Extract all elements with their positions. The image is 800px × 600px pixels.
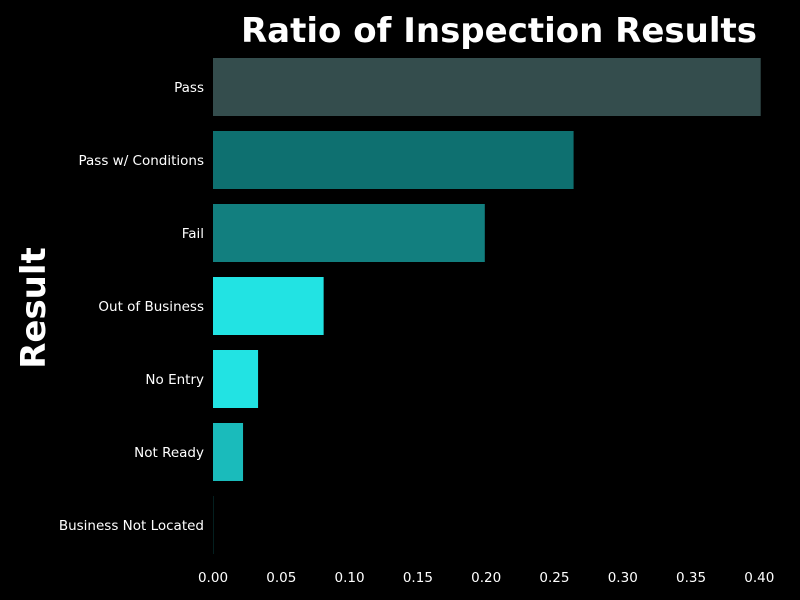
x-tick-label: 0.10 bbox=[335, 570, 365, 586]
x-tick-label: 0.25 bbox=[539, 570, 569, 586]
y-tick-label-fail: Fail bbox=[182, 226, 204, 242]
bar-no-entry bbox=[213, 350, 259, 408]
x-tick-label: 0.40 bbox=[744, 570, 774, 586]
bar-pass bbox=[213, 58, 761, 116]
x-tick-label: 0.30 bbox=[608, 570, 638, 586]
x-tick-label: 0.35 bbox=[676, 570, 706, 586]
y-tick-label-not-ready: Not Ready bbox=[134, 445, 204, 461]
chart-title: Ratio of Inspection Results bbox=[241, 11, 757, 51]
y-tick-labels: Pass Pass w/ Conditions Fail Out of Busines… bbox=[59, 80, 204, 534]
bar-out-of-business bbox=[213, 277, 324, 335]
y-tick-label-pass-w-conditions: Pass w/ Conditions bbox=[78, 153, 204, 169]
x-tick-label: 0.20 bbox=[471, 570, 501, 586]
x-tick-label: 0.05 bbox=[266, 570, 296, 586]
x-tick-labels: 0.00 0.05 0.10 0.15 0.20 0.25 0.30 0.35 0.40 bbox=[198, 570, 774, 586]
y-tick-label-pass: Pass bbox=[174, 80, 204, 96]
bar-not-ready bbox=[213, 423, 244, 481]
y-tick-label-no-entry: No Entry bbox=[145, 372, 204, 388]
x-tick-label: 0.00 bbox=[198, 570, 228, 586]
y-axis-label: Result bbox=[14, 247, 54, 369]
y-tick-label-out-of-business: Out of Business bbox=[98, 299, 204, 315]
bars-group bbox=[213, 58, 761, 554]
y-tick-label-business-not-located: Business Not Located bbox=[59, 518, 204, 534]
bar-pass-w-conditions bbox=[213, 131, 574, 189]
bar-fail bbox=[213, 204, 485, 262]
x-tick-label: 0.15 bbox=[403, 570, 433, 586]
